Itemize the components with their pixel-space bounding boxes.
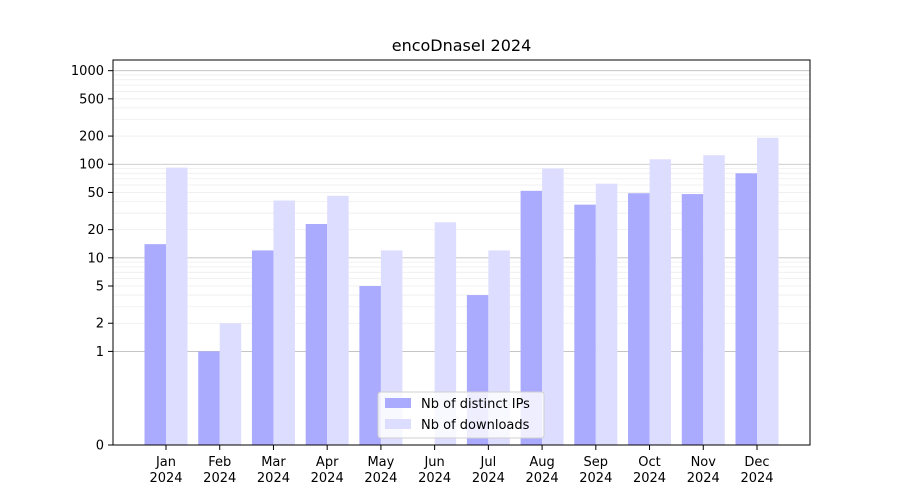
y-tick-label: 500 [79, 92, 104, 107]
y-tick-label: 5 [96, 280, 104, 295]
x-tick-label: Aug 2024 [526, 455, 559, 486]
bar-downloads [757, 137, 779, 445]
y-tick-label: 1 [96, 345, 104, 360]
legend: Nb of distinct IPs Nb of downloads [377, 391, 545, 439]
bar-distinct-ips [681, 194, 704, 445]
legend-swatch-ips [385, 398, 411, 408]
y-tick-label: 1000 [71, 64, 104, 79]
bar-downloads [219, 323, 242, 445]
x-tick-label: May 2024 [364, 455, 397, 486]
bar-distinct-ips [520, 190, 543, 445]
plot-frame [112, 59, 811, 446]
x-tick-label: Jan 2024 [149, 455, 182, 486]
y-tick-label: 100 [79, 158, 104, 173]
bar-distinct-ips [305, 223, 328, 445]
x-tick-label: Nov 2024 [687, 455, 720, 486]
bar-distinct-ips [628, 193, 650, 445]
bar-distinct-ips [735, 173, 757, 445]
y-tick-label: 2 [96, 317, 104, 332]
y-tick-label: 0 [96, 439, 104, 454]
chart-title: encoDnaseI 2024 [392, 36, 532, 55]
x-tick-label: Jun 2024 [418, 455, 451, 486]
y-tick-label: 200 [79, 130, 104, 145]
x-tick-label: Jul 2024 [472, 455, 505, 486]
y-axis: 0 1 2 5 10 20 50 100 200 500 1000 [71, 64, 113, 454]
legend-swatch-downloads [385, 419, 411, 429]
bar-distinct-ips [198, 351, 220, 445]
bar-downloads [703, 155, 725, 445]
bar-downloads [434, 222, 457, 445]
x-tick-label: Feb 2024 [203, 455, 236, 486]
bar-distinct-ips [359, 286, 381, 445]
y-tick-label: 20 [87, 223, 104, 238]
x-tick-label: Apr 2024 [311, 455, 344, 486]
x-tick-label: Mar 2024 [257, 455, 290, 486]
bar-distinct-ips [574, 204, 596, 445]
x-tick-label: Dec 2024 [740, 455, 773, 486]
x-tick-label: Sep 2024 [579, 455, 612, 486]
bar-downloads [595, 183, 618, 445]
y-tick-label: 10 [87, 251, 104, 266]
y-tick-label: 50 [87, 186, 104, 201]
legend-box [377, 391, 545, 439]
bar-downloads [166, 167, 188, 445]
bar-distinct-ips [144, 244, 166, 445]
bar-distinct-ips [251, 250, 274, 445]
x-axis: Jan 2024 Feb 2024 Mar 2024 Apr 2024 May 2024 Jun 20… [149, 445, 774, 486]
legend-label-downloads: Nb of downloads [421, 418, 530, 433]
bar-downloads [542, 168, 564, 445]
bar-downloads [327, 195, 349, 445]
x-tick-label: Oct 2024 [633, 455, 666, 486]
legend-label-ips: Nb of distinct IPs [421, 397, 530, 412]
bar-downloads [273, 200, 295, 445]
bar-downloads [649, 159, 672, 446]
